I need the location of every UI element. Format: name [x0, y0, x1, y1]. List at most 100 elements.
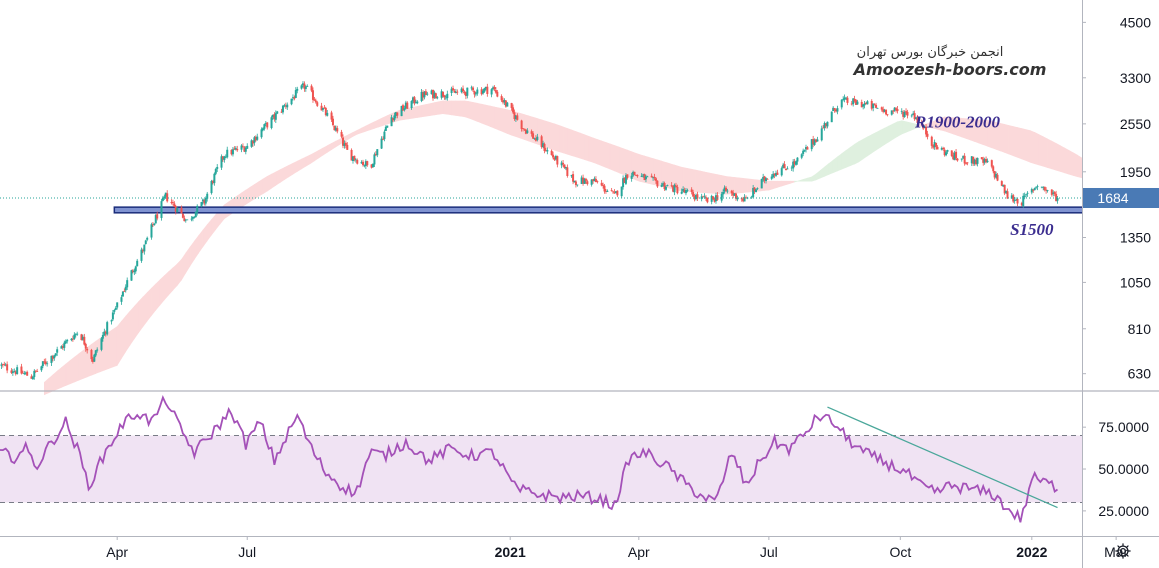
candle-up	[800, 153, 803, 160]
candle-body	[592, 179, 595, 181]
candle-up	[1033, 187, 1036, 191]
candle-up	[1056, 196, 1059, 204]
candle-up	[652, 176, 655, 181]
candle-down	[853, 95, 856, 103]
candle-body	[10, 370, 13, 373]
candle-up	[803, 149, 806, 152]
candle-up	[1023, 192, 1026, 200]
cloud-segment	[249, 183, 255, 203]
candle-body	[96, 349, 99, 351]
candle-down	[324, 106, 327, 117]
cloud-segment	[862, 136, 868, 160]
candle-up	[1002, 184, 1005, 187]
cloud-segment	[151, 283, 157, 317]
cloud-segment	[742, 177, 748, 193]
candle-body	[270, 117, 273, 129]
candle-down	[636, 174, 639, 178]
candle-body	[213, 173, 216, 184]
candle-body	[786, 168, 789, 170]
price-pane[interactable]	[0, 0, 1082, 390]
time-axis[interactable]	[0, 536, 1159, 568]
candle-body	[253, 137, 256, 143]
candle-body	[1005, 190, 1008, 194]
candle-body	[646, 176, 649, 178]
candle-down	[572, 171, 575, 185]
candle-down	[510, 102, 513, 111]
candle-up	[296, 86, 299, 94]
cloud-segment	[734, 177, 740, 194]
candle-body	[953, 152, 956, 160]
cloud-segment	[116, 320, 122, 367]
oscillator-tick-label: 75.0000	[1098, 419, 1149, 435]
candle-up	[271, 114, 274, 120]
cloud-segment	[567, 127, 572, 156]
oscillator-line[interactable]	[0, 395, 1059, 523]
candle-body	[134, 266, 137, 272]
support-band[interactable]	[113, 206, 1105, 214]
cloud-segment	[507, 109, 512, 136]
price-tick-label: 1950	[1120, 164, 1151, 180]
time-tick-label: Jul	[238, 544, 256, 560]
candle-body	[670, 185, 673, 187]
candle-down	[942, 146, 945, 151]
candle-down	[392, 117, 395, 123]
candle-down	[173, 201, 176, 208]
candle-up	[23, 370, 26, 376]
candle-body	[131, 270, 134, 272]
candle-body	[926, 133, 929, 137]
candle-body	[520, 120, 523, 129]
candle-up	[56, 346, 59, 356]
candle-body	[274, 113, 277, 120]
candle-up	[393, 112, 396, 122]
candle-up	[866, 100, 869, 105]
candle-body	[184, 219, 187, 221]
candle-body	[660, 184, 663, 187]
candle-body	[890, 110, 893, 115]
candle-body	[244, 147, 247, 152]
candle-down	[913, 110, 916, 121]
cloud-segment	[416, 105, 422, 118]
candle-up	[110, 319, 113, 325]
candle-body	[31, 376, 34, 380]
candle-down	[846, 96, 849, 106]
settings-button[interactable]	[1103, 538, 1143, 564]
candle-down	[151, 222, 154, 228]
candle-body	[283, 105, 286, 107]
candle-body	[895, 108, 898, 110]
candle-down	[892, 109, 895, 115]
candle-up	[842, 96, 845, 102]
candle-body	[443, 95, 446, 98]
candle-up	[845, 96, 848, 100]
cloud-segment	[717, 174, 722, 195]
candle-body	[496, 91, 499, 97]
oscillator-trendline[interactable]	[827, 406, 1058, 509]
candle-up	[770, 174, 773, 181]
candle-up	[780, 166, 783, 177]
cloud-segment	[764, 180, 770, 191]
candle-body	[512, 107, 515, 113]
candle-up	[414, 99, 417, 104]
candle-down	[825, 122, 828, 129]
candle-up	[256, 133, 259, 141]
cloud-segment	[1004, 124, 1010, 155]
candle-up	[264, 120, 267, 127]
cloud-segment	[1060, 145, 1065, 174]
candle-down	[180, 205, 183, 214]
candle-up	[66, 338, 69, 344]
candle-body	[533, 138, 536, 140]
candle-up	[700, 193, 703, 202]
price-axis[interactable]	[1082, 0, 1159, 536]
candle-up	[54, 353, 57, 357]
candle-body	[381, 138, 384, 140]
candle-up	[53, 354, 56, 361]
candle-body	[311, 90, 314, 100]
candle-body	[403, 108, 406, 111]
candle-up	[912, 110, 915, 116]
candle-down	[706, 197, 709, 204]
candle-body	[360, 161, 363, 164]
candle-body	[562, 162, 565, 165]
cloud-segment	[159, 275, 165, 306]
candle-body	[301, 83, 304, 86]
candle-up	[910, 113, 913, 118]
